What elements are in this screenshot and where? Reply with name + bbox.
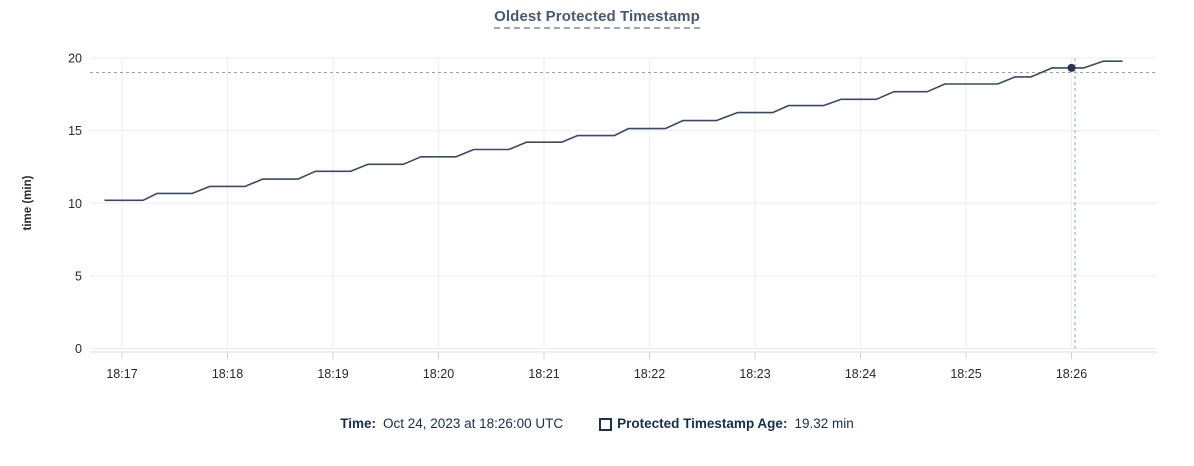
y-tick-label: 20 [68, 52, 82, 66]
y-axis-title: time (min) [22, 175, 34, 230]
chart-header: Oldest Protected Timestamp [0, 8, 1194, 29]
x-tick-label: 18:24 [845, 367, 876, 381]
y-tick-label: 0 [75, 342, 82, 356]
x-tick-label: 18:26 [1056, 367, 1087, 381]
legend-series-item[interactable]: Protected Timestamp Age: 19.32 min [599, 414, 854, 434]
series-line-protected-timestamp-age [104, 60, 1123, 202]
y-tick-label: 5 [75, 269, 82, 283]
y-tick-label: 15 [68, 124, 82, 138]
legend-checkbox[interactable] [599, 417, 613, 431]
x-tick-label: 18:20 [423, 367, 454, 381]
x-tick-label: 18:25 [950, 367, 981, 381]
chart-legend: Time: Oct 24, 2023 at 18:26:00 UTC Prote… [0, 414, 1194, 434]
timeseries-chart[interactable]: 0 5 10 15 20 18:17 18:18 18:19 18:20 18:21 18:22 18… [0, 0, 1194, 400]
hover-point-dot[interactable] [1067, 63, 1076, 72]
chart-title[interactable]: Oldest Protected Timestamp [494, 8, 700, 29]
legend-series-value: 19.32 min [794, 416, 854, 431]
x-tick-label: 18:19 [317, 367, 348, 381]
x-tick-label: 18:21 [528, 367, 559, 381]
x-tick-label: 18:23 [739, 367, 770, 381]
legend-series-label: Protected Timestamp Age: [617, 416, 788, 431]
x-tick-label: 18:17 [106, 367, 137, 381]
legend-time-group: Time: Oct 24, 2023 at 18:26:00 UTC [340, 414, 563, 434]
x-tick-label: 18:22 [634, 367, 665, 381]
y-tick-label: 10 [68, 197, 82, 211]
legend-time-label: Time: [340, 416, 377, 431]
legend-time-value: Oct 24, 2023 at 18:26:00 UTC [383, 416, 564, 431]
x-tick-label: 18:18 [212, 367, 243, 381]
